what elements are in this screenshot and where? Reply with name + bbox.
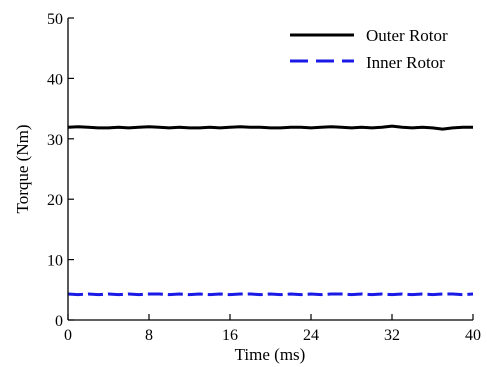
ticks: 0 8 16 24 32 40 0 10 20 30 40 50 [47,11,481,344]
x-tick-label: 32 [384,327,400,344]
x-tick-label: 16 [222,327,238,344]
series-line-inner-rotor [67,292,474,297]
x-tick-label: 40 [465,327,481,344]
x-tick-label: 0 [64,327,72,344]
y-axis-title: Torque (Nm) [13,125,32,214]
y-tick-label: 50 [47,11,63,28]
y-tick-label: 20 [47,192,63,209]
x-tick-label: 8 [145,327,153,344]
y-tick-label: 30 [47,132,63,149]
x-axis-title: Time (ms) [235,345,306,364]
legend: Outer Rotor Inner Rotor [290,26,448,72]
y-tick-label: 40 [47,71,63,88]
x-tick-label: 24 [303,327,319,344]
series-line-outer-rotor [67,124,473,131]
y-tick-label: 10 [47,253,63,270]
legend-label-outer-rotor: Outer Rotor [366,26,448,45]
plot-lines [67,124,474,297]
axes [67,18,473,321]
legend-label-inner-rotor: Inner Rotor [366,53,445,72]
y-tick-label: 0 [55,313,63,330]
